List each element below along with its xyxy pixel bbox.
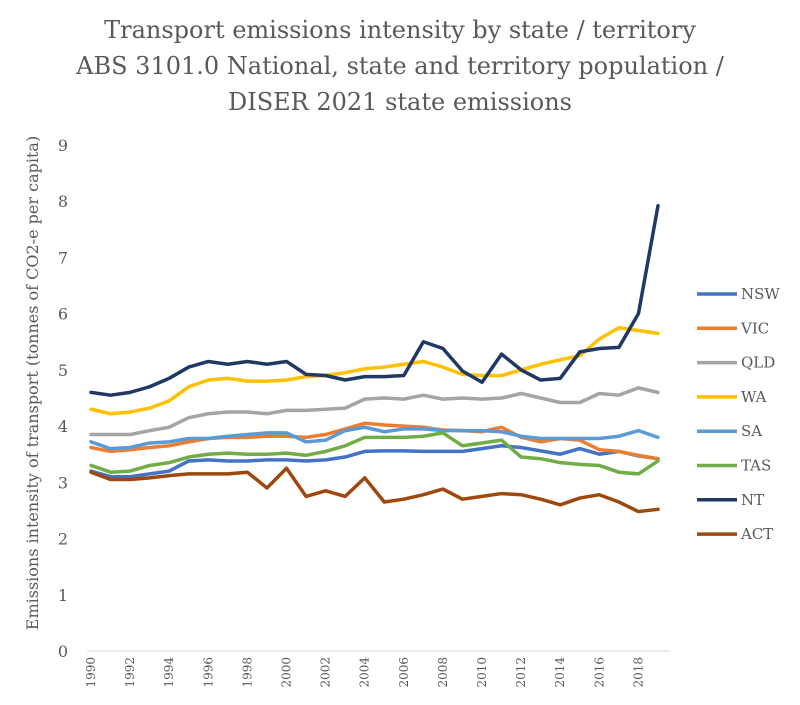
y-tick-label: 5 bbox=[58, 361, 68, 380]
y-axis-label: Emissions intensity of transport (tonnes… bbox=[23, 136, 42, 630]
series-line-tas bbox=[89, 431, 660, 476]
legend-label-nt: NT bbox=[741, 491, 764, 509]
x-tick-label: 1992 bbox=[123, 657, 137, 688]
legend-label-nsw: NSW bbox=[741, 285, 780, 303]
x-tick-label: 1994 bbox=[162, 657, 176, 688]
y-tick-label: 1 bbox=[58, 586, 68, 605]
legend-label-qld: QLD bbox=[741, 354, 775, 372]
y-tick-label: 6 bbox=[58, 305, 68, 324]
y-tick-label: 3 bbox=[58, 473, 68, 492]
x-tick-label: 2018 bbox=[631, 657, 645, 688]
legend-label-wa: WA bbox=[741, 388, 767, 406]
y-tick-label: 0 bbox=[58, 642, 68, 661]
series-line-nt bbox=[89, 203, 660, 397]
legend-label-tas: TAS bbox=[741, 457, 771, 475]
x-tick-label: 2016 bbox=[592, 657, 606, 688]
chart-title-line-3: DISER 2021 state emissions bbox=[227, 88, 572, 116]
y-tick-label: 4 bbox=[58, 417, 68, 436]
x-tick-label: 2000 bbox=[280, 657, 294, 688]
series-line-wa bbox=[89, 325, 660, 416]
chart-title-line-1: Transport emissions intensity by state /… bbox=[104, 16, 696, 44]
chart-title-line-2: ABS 3101.0 National, state and territory… bbox=[76, 52, 724, 80]
y-tick-label: 8 bbox=[58, 192, 68, 211]
legend-label-vic: VIC bbox=[740, 319, 769, 337]
x-tick-label: 2012 bbox=[514, 657, 528, 688]
y-tick-label: 7 bbox=[58, 248, 68, 267]
x-tick-label: 2010 bbox=[475, 657, 489, 688]
y-tick-label: 2 bbox=[58, 530, 68, 549]
series-line-nsw bbox=[89, 444, 660, 479]
legend-label-act: ACT bbox=[740, 525, 773, 543]
x-tick-label: 1990 bbox=[84, 657, 98, 688]
y-tick-label: 9 bbox=[58, 136, 68, 155]
series-line-sa bbox=[89, 425, 660, 451]
x-tick-label: 1996 bbox=[201, 657, 215, 688]
x-tick-label: 2014 bbox=[553, 657, 567, 688]
x-tick-label: 2008 bbox=[436, 657, 450, 688]
x-tick-label: 2002 bbox=[319, 657, 333, 688]
x-tick-label: 2006 bbox=[397, 657, 411, 688]
x-tick-label: 2004 bbox=[358, 657, 372, 688]
series-line-act bbox=[89, 466, 660, 514]
x-tick-label: 1998 bbox=[240, 657, 254, 688]
legend-label-sa: SA bbox=[741, 422, 762, 440]
series-line-qld bbox=[89, 386, 660, 437]
